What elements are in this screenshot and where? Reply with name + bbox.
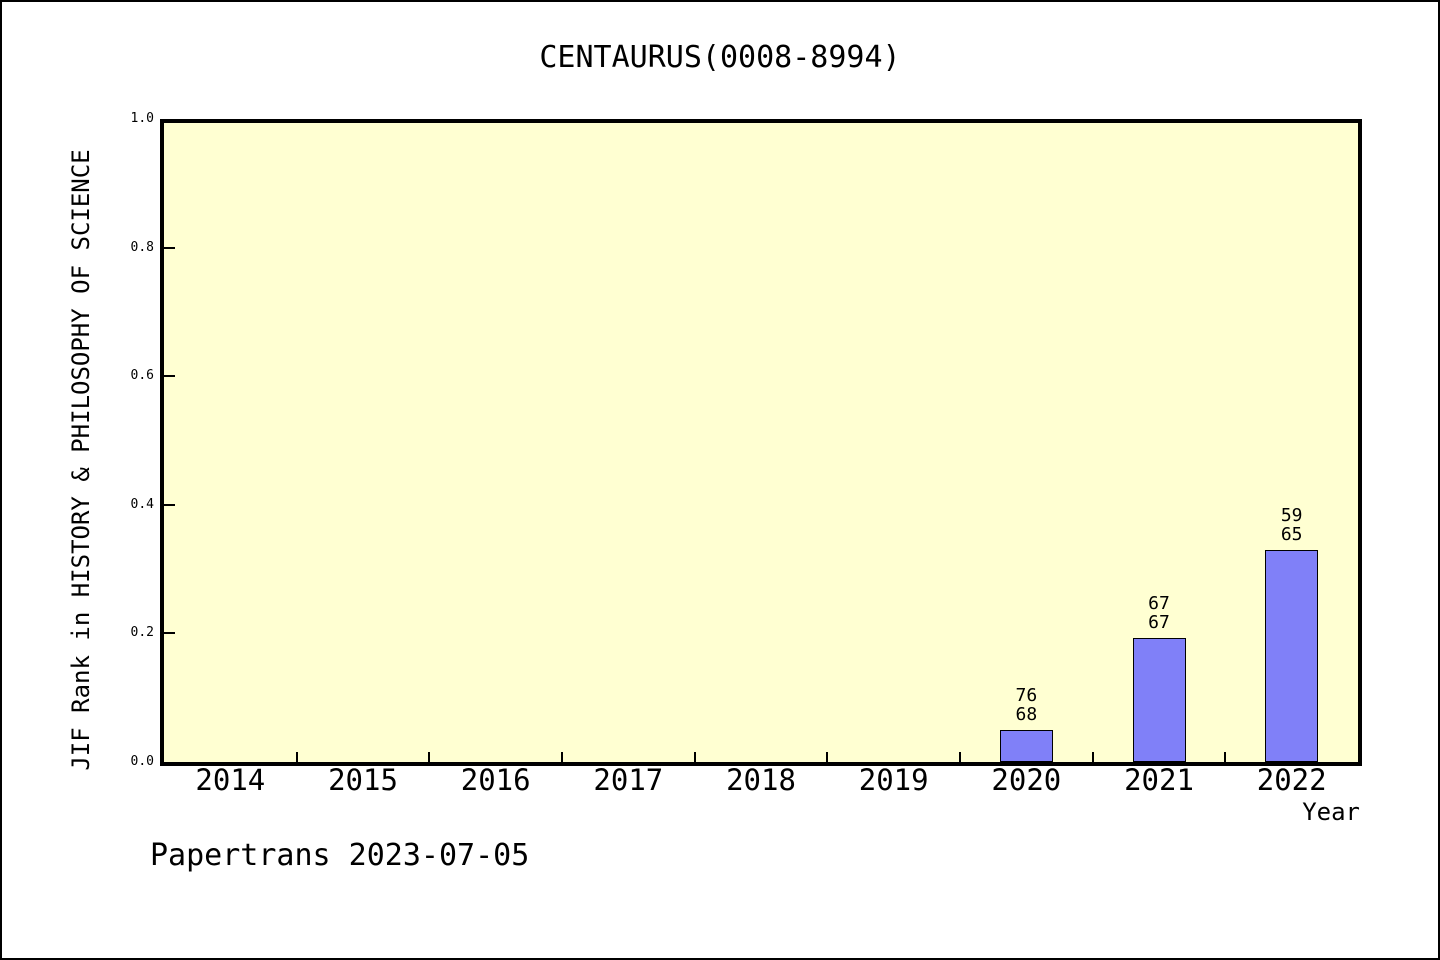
x-axis-label: Year bbox=[1302, 798, 1360, 826]
year-label-2022: 2022 bbox=[1256, 763, 1327, 797]
bar-value-label-2020: 76 68 bbox=[1015, 685, 1038, 725]
x-tick-mark bbox=[561, 752, 563, 762]
year-label-2019: 2019 bbox=[858, 763, 929, 797]
y-tick-label-1.0: 1.0 bbox=[130, 111, 154, 126]
y-tick-label-0.0: 0.0 bbox=[130, 754, 154, 769]
year-label-2016: 2016 bbox=[460, 763, 531, 797]
year-label-2020: 2020 bbox=[991, 763, 1062, 797]
y-axis-label: JIF Rank in HISTORY & PHILOSOPHY OF SCIE… bbox=[67, 149, 95, 771]
bar-2020 bbox=[999, 730, 1053, 762]
x-tick-mark bbox=[826, 752, 829, 762]
x-tick-mark bbox=[1224, 752, 1227, 762]
footer-credit: Papertrans 2023-07-05 bbox=[150, 838, 530, 873]
x-tick-mark bbox=[959, 752, 961, 762]
y-tick-label-0.4: 0.4 bbox=[130, 496, 154, 512]
x-tick-mark bbox=[693, 752, 696, 762]
year-label-2015: 2015 bbox=[328, 763, 398, 797]
y-tick-label-0.6: 0.6 bbox=[130, 368, 154, 384]
bar-value-label-2021: 67 67 bbox=[1148, 593, 1170, 633]
bar-2022 bbox=[1265, 550, 1319, 762]
y-tick-label-0.2: 0.2 bbox=[130, 625, 154, 641]
x-tick-mark bbox=[1091, 752, 1094, 762]
bar-2021 bbox=[1132, 638, 1186, 762]
chart-title: CENTAURUS(0008-8994) bbox=[539, 40, 901, 75]
year-label-2014: 2014 bbox=[195, 763, 266, 797]
x-tick-mark bbox=[295, 752, 298, 762]
year-label-2017: 2017 bbox=[593, 763, 664, 797]
y-tick-mark bbox=[164, 246, 175, 249]
y-tick-label-0.8: 0.8 bbox=[130, 239, 154, 255]
x-tick-mark bbox=[428, 752, 431, 762]
y-tick-mark bbox=[164, 503, 175, 506]
y-tick-mark bbox=[164, 375, 175, 378]
year-label-2018: 2018 bbox=[726, 763, 796, 797]
y-tick-mark bbox=[164, 632, 175, 635]
bar-value-label-2022: 59 65 bbox=[1280, 505, 1303, 545]
year-label-2021: 2021 bbox=[1124, 763, 1194, 797]
